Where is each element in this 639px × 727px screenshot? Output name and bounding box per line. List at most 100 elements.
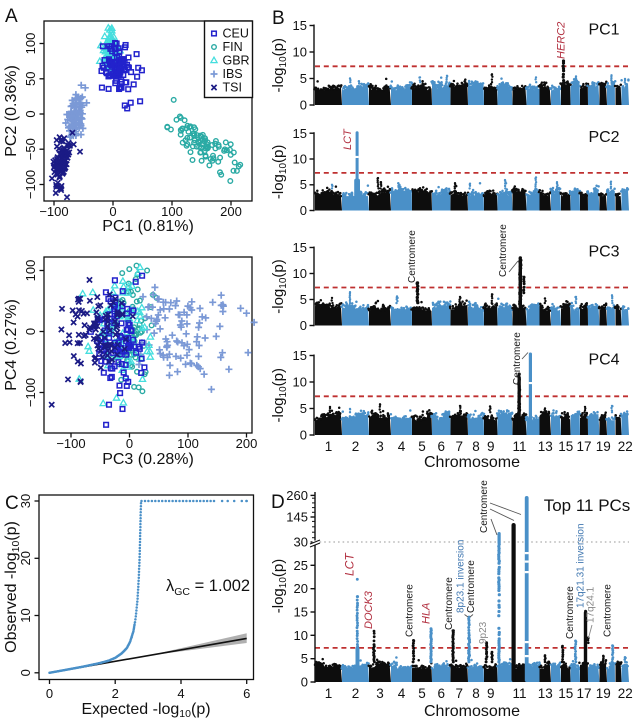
svg-text:-log10(p): -log10(p) [270, 145, 289, 199]
svg-text:1: 1 [325, 439, 333, 454]
svg-text:100: 100 [161, 204, 183, 219]
svg-text:Centromere: Centromere [466, 560, 477, 613]
svg-text:10: 10 [293, 152, 307, 167]
svg-text:0: 0 [126, 436, 133, 451]
svg-text:−100: −100 [39, 204, 68, 219]
svg-text:PC4: PC4 [588, 352, 619, 369]
svg-text:−50: −50 [23, 138, 38, 160]
svg-text:6: 6 [438, 686, 446, 701]
svg-text:100: 100 [23, 260, 38, 282]
svg-text:5: 5 [300, 71, 307, 86]
svg-text:2: 2 [352, 439, 360, 454]
svg-text:Centromere: Centromere [498, 224, 509, 277]
svg-text:8p23.1 inversion: 8p23.1 inversion [456, 540, 467, 613]
svg-text:15: 15 [293, 240, 307, 255]
svg-text:Centromere: Centromere [603, 584, 614, 637]
svg-text:0: 0 [18, 669, 33, 676]
svg-text:Expected -log10(p): Expected -log10(p) [81, 701, 210, 720]
svg-text:GBR: GBR [223, 54, 250, 68]
svg-text:PC4 (0.27%): PC4 (0.27%) [3, 299, 20, 391]
svg-text:4: 4 [177, 686, 184, 701]
svg-text:PC1: PC1 [588, 22, 619, 39]
svg-text:17q21.31 inversion: 17q21.31 inversion [576, 523, 587, 608]
svg-text:0: 0 [23, 328, 38, 335]
svg-text:0: 0 [300, 98, 307, 113]
svg-text:−100: −100 [23, 378, 38, 407]
svg-text:15: 15 [558, 686, 573, 701]
svg-text:15: 15 [558, 439, 573, 454]
svg-text:TSI: TSI [223, 81, 242, 95]
svg-text:PC2: PC2 [588, 129, 619, 146]
svg-text:11: 11 [512, 686, 526, 701]
svg-text:C: C [5, 493, 19, 514]
svg-text:17: 17 [576, 439, 591, 454]
svg-text:HLA: HLA [421, 603, 433, 624]
svg-text:0: 0 [300, 203, 307, 218]
svg-text:−100: −100 [56, 436, 85, 451]
svg-text:PC2 (0.36%): PC2 (0.36%) [3, 65, 20, 157]
svg-text:5: 5 [301, 651, 308, 666]
svg-text:A: A [5, 6, 18, 27]
svg-text:17q24.1: 17q24.1 [586, 586, 597, 623]
svg-text:10: 10 [18, 608, 33, 622]
svg-text:Centromere: Centromere [444, 577, 455, 630]
svg-text:7: 7 [456, 686, 464, 701]
svg-text:0: 0 [300, 318, 307, 333]
svg-text:-log10(p): -log10(p) [270, 38, 289, 92]
svg-text:Centromere: Centromere [479, 480, 490, 533]
svg-text:145: 145 [286, 510, 308, 525]
svg-text:0: 0 [109, 204, 116, 219]
svg-text:4: 4 [398, 439, 406, 454]
svg-text:Centromere: Centromere [407, 230, 418, 283]
svg-text:PC3: PC3 [588, 244, 619, 261]
svg-text:Centromere: Centromere [512, 332, 523, 385]
svg-text:10: 10 [294, 628, 308, 643]
svg-text:PC3 (0.28%): PC3 (0.28%) [102, 451, 194, 468]
svg-text:19: 19 [596, 439, 611, 454]
svg-text:15: 15 [293, 348, 307, 363]
svg-text:100: 100 [177, 436, 199, 451]
svg-text:15: 15 [293, 126, 307, 141]
svg-text:9: 9 [487, 686, 495, 701]
svg-text:Chromosome: Chromosome [424, 454, 520, 471]
svg-text:5: 5 [300, 401, 307, 416]
svg-text:Chromosome: Chromosome [424, 703, 520, 720]
svg-text:λGC = 1.002: λGC = 1.002 [166, 577, 250, 598]
svg-text:20: 20 [18, 551, 33, 565]
svg-text:FIN: FIN [223, 40, 243, 54]
svg-text:1: 1 [325, 686, 333, 701]
svg-text:Observed -log10(p): Observed -log10(p) [3, 521, 22, 653]
svg-text:9p23: 9p23 [478, 621, 489, 644]
svg-text:22: 22 [618, 439, 633, 454]
svg-text:Top 11 PCs: Top 11 PCs [544, 496, 631, 515]
svg-text:Centromere: Centromere [405, 584, 416, 637]
svg-text:DOCK3: DOCK3 [363, 590, 375, 629]
svg-text:3: 3 [376, 439, 384, 454]
svg-text:30: 30 [294, 535, 308, 550]
svg-text:17: 17 [576, 686, 591, 701]
svg-text:5: 5 [418, 686, 426, 701]
svg-text:22: 22 [618, 686, 633, 701]
svg-text:7: 7 [456, 439, 464, 454]
svg-text:HERC2: HERC2 [556, 22, 568, 59]
svg-text:25: 25 [294, 558, 308, 573]
svg-text:-log10(p): -log10(p) [270, 368, 289, 422]
svg-text:LCT: LCT [343, 552, 357, 576]
svg-text:11: 11 [512, 439, 526, 454]
svg-text:0: 0 [23, 110, 38, 117]
svg-text:0: 0 [301, 675, 308, 690]
svg-text:13: 13 [538, 686, 553, 701]
svg-text:19: 19 [596, 686, 611, 701]
svg-text:50: 50 [23, 72, 38, 86]
svg-text:6: 6 [438, 439, 446, 454]
svg-text:200: 200 [236, 436, 258, 451]
svg-text:10: 10 [293, 45, 307, 60]
svg-text:8: 8 [472, 439, 480, 454]
svg-text:LCT: LCT [342, 128, 354, 150]
svg-text:6: 6 [243, 686, 250, 701]
svg-text:5: 5 [300, 292, 307, 307]
svg-text:10: 10 [293, 266, 307, 281]
svg-text:D: D [271, 492, 285, 513]
svg-text:30: 30 [18, 494, 33, 508]
svg-text:−100: −100 [23, 170, 38, 199]
